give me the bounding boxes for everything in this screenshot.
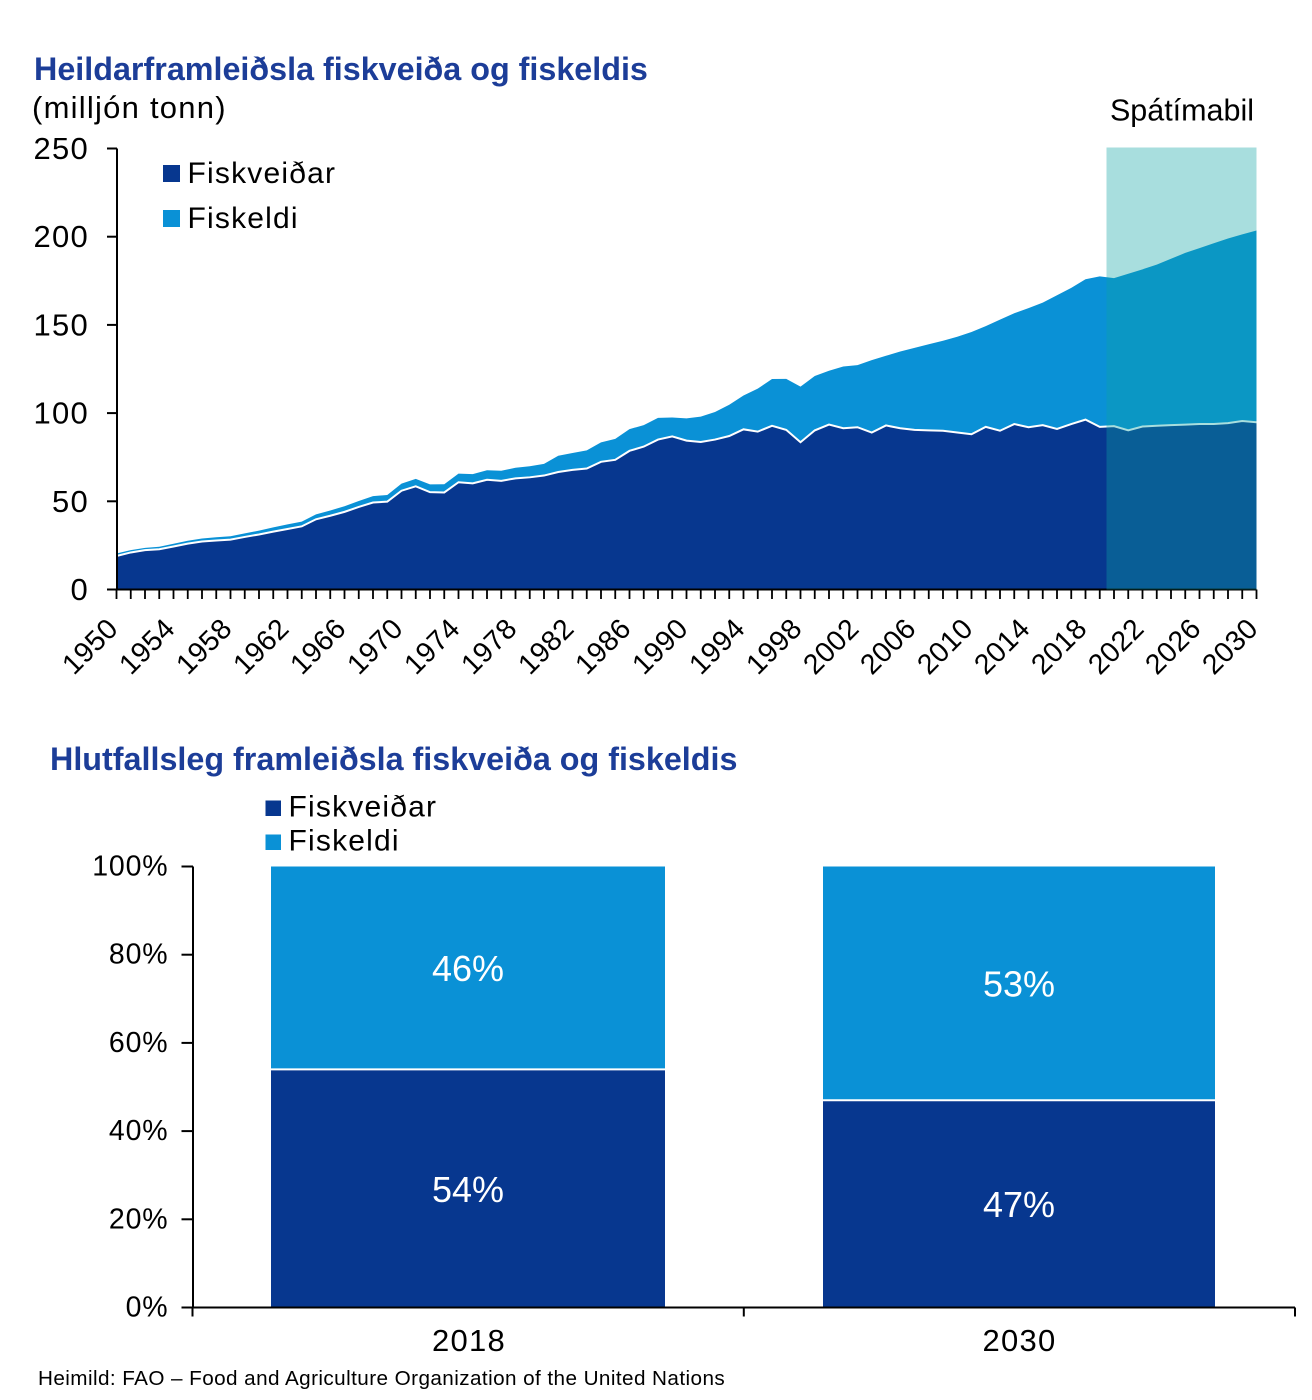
svg-text:0: 0 xyxy=(71,572,89,607)
svg-text:100: 100 xyxy=(34,396,89,431)
svg-text:0%: 0% xyxy=(126,1292,169,1324)
svg-text:Fiskveiðar: Fiskveiðar xyxy=(188,157,337,190)
svg-text:100%: 100% xyxy=(92,851,168,883)
svg-text:(milljón tonn): (milljón tonn) xyxy=(32,90,227,125)
svg-text:53%: 53% xyxy=(983,964,1055,1005)
svg-text:150: 150 xyxy=(34,307,89,342)
svg-text:2030: 2030 xyxy=(983,1323,1057,1358)
svg-text:60%: 60% xyxy=(109,1027,169,1059)
svg-text:20%: 20% xyxy=(109,1203,169,1235)
svg-text:40%: 40% xyxy=(109,1115,169,1147)
svg-text:54%: 54% xyxy=(432,1169,504,1210)
svg-text:50: 50 xyxy=(52,484,89,519)
svg-text:47%: 47% xyxy=(983,1184,1055,1225)
svg-text:Fiskeldi: Fiskeldi xyxy=(188,202,299,235)
svg-text:Heimild: FAO – Food and Agricu: Heimild: FAO – Food and Agriculture Orga… xyxy=(38,1367,725,1390)
svg-text:46%: 46% xyxy=(432,948,504,989)
svg-text:Fiskeldi: Fiskeldi xyxy=(289,825,400,858)
svg-text:Hlutfallsleg framleiðsla fiskv: Hlutfallsleg framleiðsla fiskveiða og fi… xyxy=(50,741,737,777)
svg-text:80%: 80% xyxy=(109,939,169,971)
svg-text:Fiskveiðar: Fiskveiðar xyxy=(289,791,438,824)
svg-text:250: 250 xyxy=(34,131,89,166)
svg-text:200: 200 xyxy=(34,219,89,254)
svg-text:Spátímabil: Spátímabil xyxy=(1110,94,1254,128)
svg-text:Heildarframleiðsla fiskveiða o: Heildarframleiðsla fiskveiða og fiskeldi… xyxy=(34,51,648,87)
svg-text:2018: 2018 xyxy=(432,1323,506,1358)
